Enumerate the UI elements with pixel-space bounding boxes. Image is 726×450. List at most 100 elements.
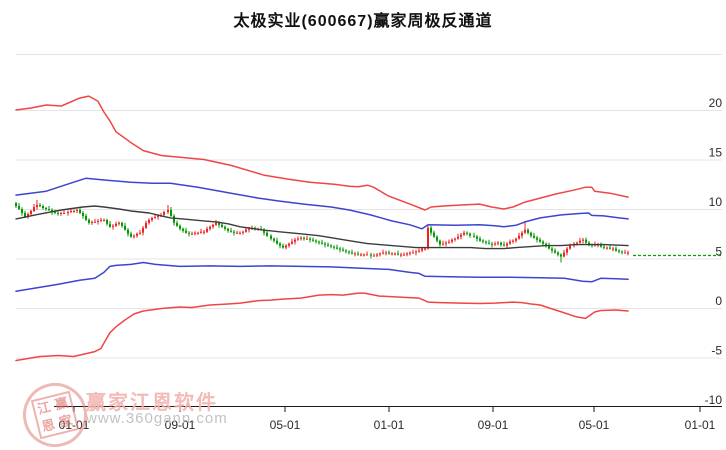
candle-body (206, 228, 208, 232)
candle-body (163, 211, 165, 215)
candle-body (451, 239, 453, 242)
candle-body (33, 207, 35, 211)
lower-blue-channel-line (15, 261, 629, 292)
candle-body (503, 244, 505, 246)
candle-body (124, 225, 126, 230)
candle-body (548, 245, 550, 249)
candle-body (318, 241, 320, 243)
candle-body (221, 224, 223, 227)
candle-body (363, 254, 365, 256)
candle-body (436, 236, 438, 241)
candle-body (391, 253, 393, 255)
y-axis-label: -5 (711, 344, 722, 358)
candle-body (276, 240, 278, 244)
lower-red-channel-line (15, 292, 629, 362)
candle-body (627, 252, 629, 254)
candle-body (21, 209, 23, 213)
candle-body (127, 229, 129, 234)
candle-body (106, 219, 108, 224)
candle-body (563, 252, 565, 257)
candle-body (397, 253, 399, 255)
candle-body (488, 242, 490, 244)
candle-body (600, 244, 602, 247)
y-axis-label: 15 (709, 146, 723, 160)
candle-body (18, 206, 20, 209)
candle-body (39, 205, 41, 207)
y-axis-label: 5 (715, 245, 722, 259)
candle-body (82, 212, 84, 216)
candle-body (176, 222, 178, 226)
candle-body (500, 242, 502, 245)
candle-body (203, 231, 205, 233)
candle-body (327, 244, 329, 246)
candle-body (236, 232, 238, 234)
candle-body (333, 246, 335, 248)
candle-body (173, 215, 175, 223)
candle-body (145, 222, 147, 228)
candle-body (27, 213, 29, 217)
candle-body (30, 210, 32, 214)
candle-body (482, 240, 484, 242)
candle-body (148, 219, 150, 223)
candle-body (133, 235, 135, 237)
candle-body (388, 252, 390, 254)
x-axis-label: 01-01 (374, 418, 405, 432)
candle-body (533, 235, 535, 238)
candle-body (130, 233, 132, 237)
candle-body (554, 250, 556, 253)
candle-body (545, 243, 547, 246)
candle-body (294, 239, 296, 242)
candle-body (439, 240, 441, 245)
candle-body (248, 228, 250, 230)
candle-body (88, 219, 90, 223)
candle-body (182, 228, 184, 231)
upper-blue-channel-line (15, 177, 629, 230)
y-axis-label: 10 (709, 195, 723, 209)
candle-body (263, 229, 265, 233)
candle-body (185, 230, 187, 233)
candle-body (424, 248, 426, 250)
candle-body (370, 254, 372, 256)
candle-body (460, 234, 462, 237)
candle-body (491, 243, 493, 245)
candle-body (624, 252, 626, 254)
candle-body (603, 246, 605, 248)
candle-body (415, 251, 417, 253)
candle-body (530, 232, 532, 236)
candle-body (579, 240, 581, 243)
candle-body (291, 241, 293, 244)
candle-body (366, 254, 368, 256)
candle-body (618, 250, 620, 252)
candle-body (273, 238, 275, 241)
candle-body (233, 231, 235, 233)
candle-body (518, 235, 520, 239)
candle-body (154, 216, 156, 218)
candle-body (527, 229, 529, 233)
candle-body (79, 209, 81, 213)
candle-body (515, 238, 517, 241)
candle-body (188, 232, 190, 234)
candle-body (109, 223, 111, 227)
candle-body (551, 248, 553, 251)
candle-body (67, 211, 69, 213)
candle-body (91, 221, 93, 223)
candle-body (445, 242, 447, 244)
candle-body (215, 222, 217, 225)
candle-body (385, 252, 387, 254)
x-axis-label: 09-01 (478, 418, 509, 432)
candle-body (197, 232, 199, 234)
candle-body (24, 212, 26, 217)
candle-body (330, 245, 332, 247)
candle-body (194, 232, 196, 234)
candle-body (463, 232, 465, 235)
candle-body (536, 237, 538, 240)
candle-body (266, 232, 268, 236)
candle-body (457, 236, 459, 239)
candle-body (112, 225, 114, 227)
candle-body (494, 243, 496, 245)
candle-body (360, 254, 362, 256)
candle-body (242, 231, 244, 233)
candle-body (63, 212, 65, 214)
